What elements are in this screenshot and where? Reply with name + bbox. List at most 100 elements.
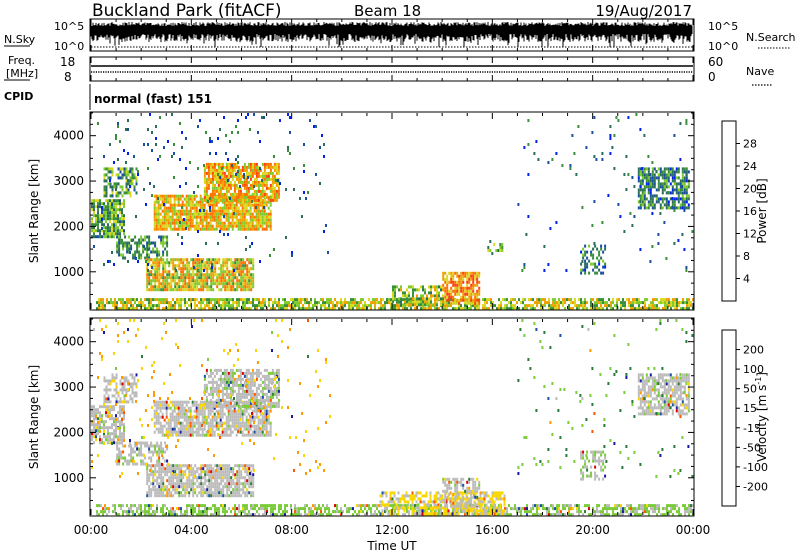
range-gate-cell <box>138 450 141 454</box>
range-gate-cell <box>177 221 180 225</box>
range-gate-cell <box>460 295 463 299</box>
range-gate-cell <box>590 304 592 308</box>
range-gate-cell <box>650 307 652 311</box>
range-gate-cell <box>177 212 180 216</box>
range-gate-cell <box>683 197 686 201</box>
nave-label: Nave <box>746 65 774 78</box>
range-gate-cell <box>183 209 186 213</box>
range-gate-cell <box>672 298 674 302</box>
range-gate-cell <box>290 307 292 311</box>
range-gate-cell <box>402 303 404 307</box>
range-gate-cell <box>610 307 612 311</box>
range-gate-cell <box>135 373 138 377</box>
range-gate-cell <box>217 180 220 184</box>
range-gate-cell <box>164 241 167 245</box>
range-gate-cell <box>158 285 161 289</box>
range-gate-cell <box>685 185 688 189</box>
range-gate-cell <box>246 301 248 305</box>
range-gate-cell <box>150 298 152 302</box>
range-gate-cell <box>138 256 141 260</box>
range-gate-cell <box>643 203 646 207</box>
range-gate-cell <box>166 241 169 245</box>
range-gate-cell <box>121 229 123 233</box>
range-gate-cell <box>131 400 134 404</box>
range-gate-cell <box>639 203 642 207</box>
range-gate-cell <box>127 128 129 131</box>
range-gate-cell <box>560 301 562 305</box>
range-gate-cell <box>683 200 686 204</box>
range-gate-cell <box>261 116 263 119</box>
range-gate-cell <box>171 215 174 219</box>
range-gate-cell <box>118 250 121 254</box>
range-gate-cell <box>101 202 103 206</box>
freq-tick-high: 18 <box>60 55 75 69</box>
range-gate-cell <box>146 261 149 265</box>
range-gate-cell <box>231 212 234 216</box>
range-gate-cell <box>565 269 568 272</box>
range-gate-cell <box>638 307 640 311</box>
range-gate-cell <box>121 423 123 427</box>
range-gate-cell <box>109 199 111 203</box>
range-gate-cell <box>177 430 180 434</box>
range-gate-cell <box>681 233 684 236</box>
range-gate-cell <box>119 191 122 195</box>
range-gate-cell <box>109 182 112 186</box>
range-gate-cell <box>177 427 180 431</box>
range-gate-cell <box>657 185 660 189</box>
range-gate-cell <box>452 277 455 281</box>
range-gate-cell <box>213 218 216 222</box>
range-gate-cell <box>183 400 186 404</box>
range-gate-cell <box>289 152 291 155</box>
range-gate-cell <box>442 303 444 307</box>
range-gate-cell <box>217 218 220 222</box>
range-gate-cell <box>232 298 234 302</box>
freq-tick-low: 8 <box>64 70 72 84</box>
range-gate-cell <box>552 301 554 305</box>
range-gate-cell <box>446 286 449 290</box>
range-gate-cell <box>227 162 230 166</box>
range-gate-cell <box>105 226 107 230</box>
range-gate-cell <box>488 307 490 311</box>
range-gate-cell <box>185 212 188 216</box>
range-gate-cell <box>650 301 652 305</box>
range-gate-cell <box>622 304 624 308</box>
range-gate-cell <box>261 171 264 175</box>
range-gate-cell <box>214 301 216 305</box>
range-gate-cell <box>394 297 396 301</box>
range-gate-cell <box>269 162 272 166</box>
range-gate-cell <box>235 125 237 128</box>
range-gate-cell <box>218 276 221 280</box>
range-gate-cell <box>215 198 218 202</box>
range-gate-cell <box>484 298 486 302</box>
range-gate-cell <box>240 276 243 280</box>
range-gate-cell <box>452 289 455 293</box>
range-gate-cell <box>212 261 215 265</box>
range-gate-cell <box>203 218 206 222</box>
range-gate-cell <box>318 301 320 305</box>
range-gate-cell <box>253 113 255 116</box>
range-gate-cell <box>255 174 258 178</box>
range-gate-cell <box>203 198 206 202</box>
range-gate-cell <box>638 301 640 305</box>
range-gate-cell <box>265 203 268 207</box>
range-gate-cell <box>386 301 388 305</box>
range-gate-cell <box>193 203 196 207</box>
range-gate-cell <box>476 274 479 278</box>
range-gate-cell <box>129 394 132 398</box>
range-gate-cell <box>649 203 652 207</box>
range-gate-cell <box>320 307 322 311</box>
range-gate-cell <box>592 253 595 257</box>
range-gate-cell <box>626 298 628 302</box>
range-gate-cell <box>468 289 471 293</box>
range-gate-cell <box>261 215 264 219</box>
range-gate-cell <box>159 424 162 428</box>
range-gate-cell <box>366 304 368 308</box>
range-gate-cell <box>476 307 478 311</box>
range-gate-cell <box>235 198 238 202</box>
range-gate-cell <box>101 220 103 224</box>
range-gate-cell <box>154 267 157 271</box>
range-gate-cell <box>255 198 258 202</box>
range-gate-cell <box>204 279 207 283</box>
range-gate-cell <box>430 294 432 298</box>
range-gate-cell <box>97 226 99 230</box>
